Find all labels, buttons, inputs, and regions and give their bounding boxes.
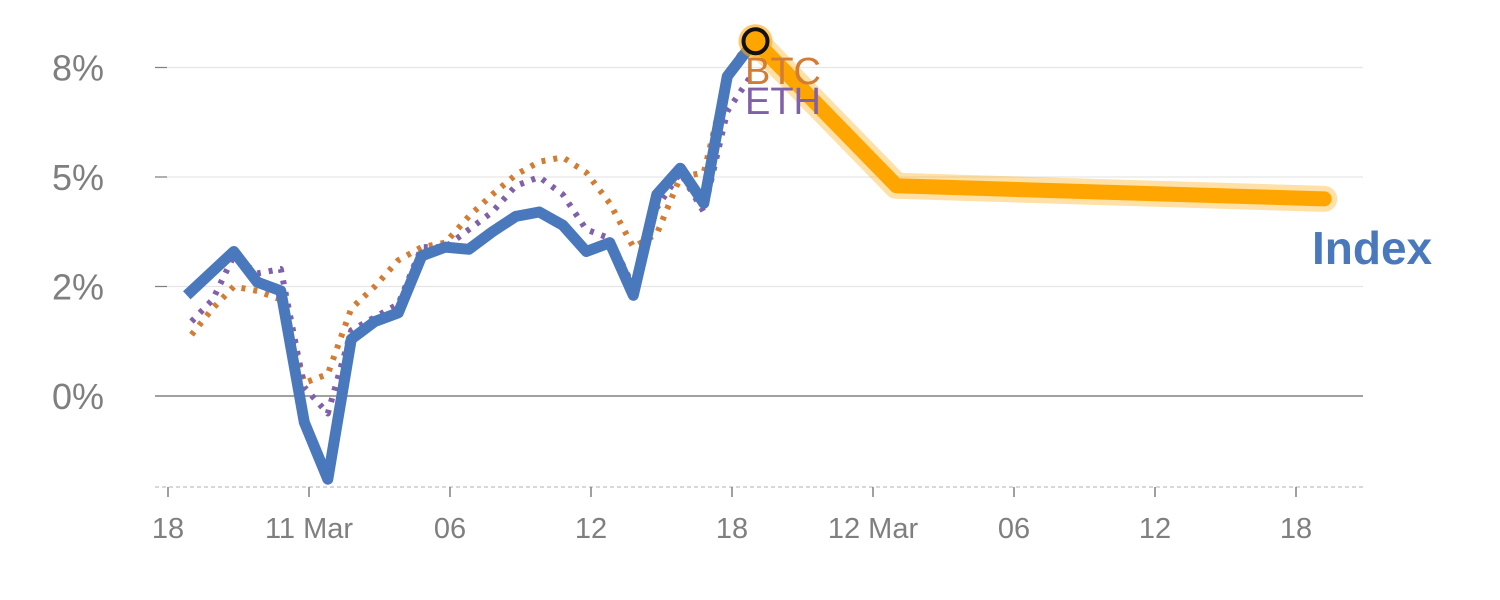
series-label-index: Index bbox=[1312, 222, 1433, 274]
series-forecast-line bbox=[748, 33, 1332, 207]
data-point-eth bbox=[584, 228, 588, 232]
y-tick-label: 0% bbox=[52, 376, 104, 417]
data-point-btc bbox=[537, 160, 541, 164]
x-tick-label: 12 bbox=[575, 513, 607, 545]
gridlines bbox=[155, 66, 1363, 288]
series-index-line bbox=[183, 42, 756, 485]
x-tick-label: 11 Mar bbox=[265, 513, 353, 545]
x-tick-label: 06 bbox=[434, 513, 466, 545]
series-group bbox=[183, 28, 1338, 485]
series-label-eth: ETH bbox=[745, 81, 821, 123]
data-point-btc bbox=[326, 372, 330, 376]
x-tick-label: 18 bbox=[1280, 513, 1312, 545]
data-point-btc bbox=[514, 173, 518, 177]
data-point-btc bbox=[211, 306, 215, 310]
data-point-eth bbox=[211, 298, 215, 302]
data-point-btc bbox=[561, 155, 565, 159]
y-tick-label: 5% bbox=[52, 157, 104, 198]
x-tick-label: 18 bbox=[152, 513, 184, 545]
data-point-eth bbox=[490, 210, 494, 214]
axes: 0% 2% 5% 8% 18 11 Mar 06 12 18 12 Mar 06 12 18 bbox=[52, 48, 1363, 545]
x-tick-label: 12 bbox=[1139, 513, 1171, 545]
x-tick-label: 18 bbox=[716, 513, 748, 545]
y-tick-label: 8% bbox=[52, 48, 104, 89]
label-group: BTC ETH Index bbox=[745, 51, 1433, 274]
x-tick-label: 06 bbox=[998, 513, 1030, 545]
data-point-btc bbox=[631, 245, 635, 249]
data-point-btc bbox=[349, 306, 353, 310]
endpoint-marker bbox=[741, 27, 770, 56]
x-tick-label: 12 Mar bbox=[828, 513, 919, 545]
y-tick-label: 2% bbox=[52, 267, 104, 308]
data-point-eth bbox=[514, 184, 518, 188]
marker-group bbox=[738, 24, 773, 59]
series-btc-line bbox=[189, 35, 754, 386]
data-point-btc bbox=[655, 232, 659, 236]
